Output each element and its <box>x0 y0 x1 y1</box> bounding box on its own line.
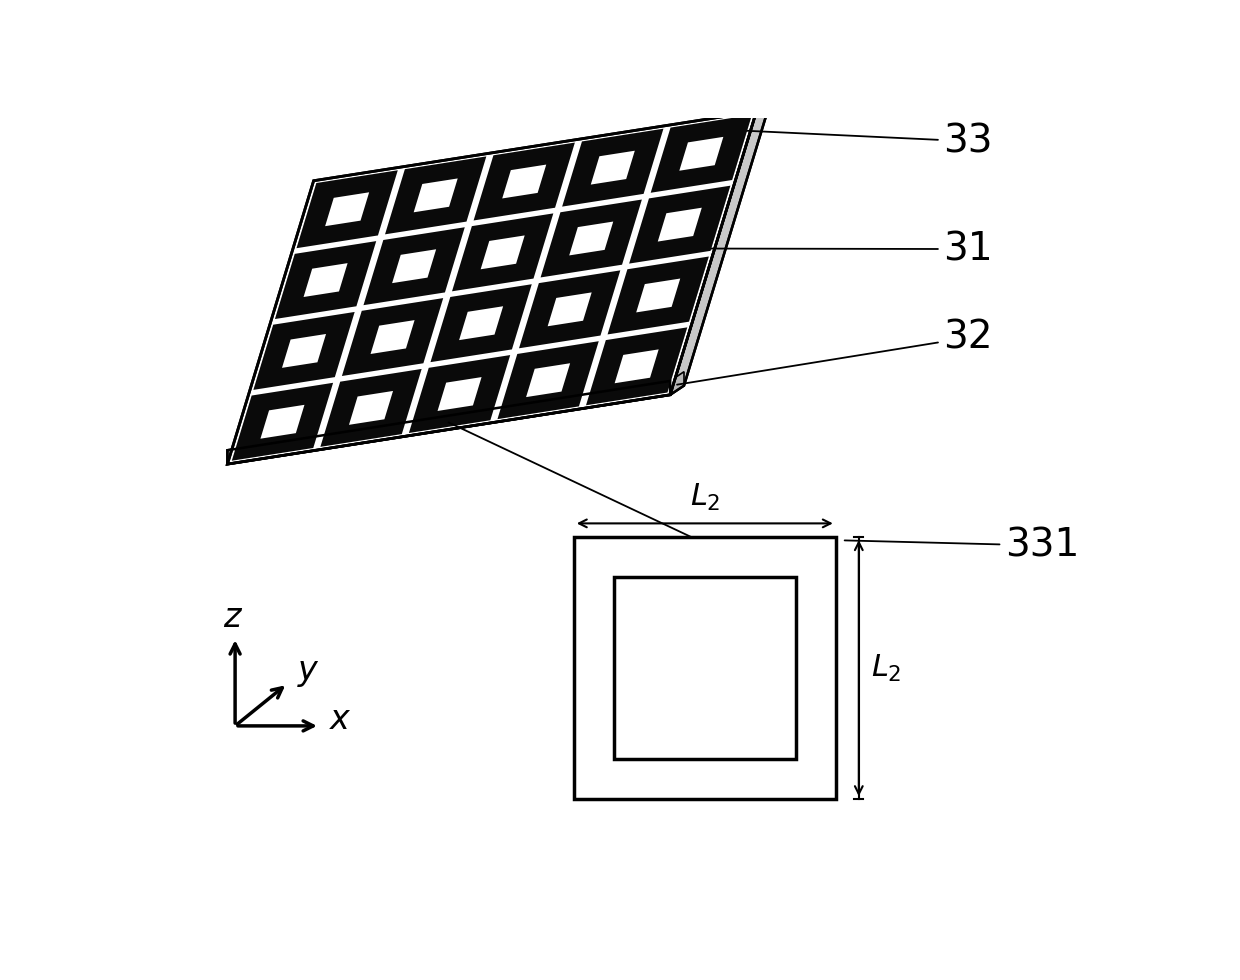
Polygon shape <box>260 405 305 439</box>
Text: 31: 31 <box>680 230 993 269</box>
Polygon shape <box>670 371 684 395</box>
Polygon shape <box>615 349 658 383</box>
Text: $L_2$: $L_2$ <box>872 653 901 684</box>
Polygon shape <box>497 341 599 419</box>
Polygon shape <box>409 355 510 433</box>
Polygon shape <box>320 368 422 447</box>
Polygon shape <box>342 298 443 376</box>
Polygon shape <box>481 235 525 270</box>
Polygon shape <box>253 312 355 390</box>
Text: 331: 331 <box>844 526 1080 564</box>
Polygon shape <box>587 327 687 406</box>
Polygon shape <box>680 137 723 171</box>
Polygon shape <box>363 227 465 305</box>
Polygon shape <box>371 320 414 354</box>
Polygon shape <box>414 178 458 213</box>
Polygon shape <box>304 263 347 297</box>
Polygon shape <box>608 257 709 334</box>
Polygon shape <box>520 270 620 348</box>
Bar <box>614 577 796 759</box>
Bar <box>574 537 836 799</box>
Polygon shape <box>670 102 770 395</box>
Polygon shape <box>348 391 393 425</box>
Polygon shape <box>227 381 670 465</box>
Polygon shape <box>562 128 663 207</box>
Polygon shape <box>296 171 398 248</box>
Polygon shape <box>474 142 575 220</box>
Text: $y$: $y$ <box>296 657 320 690</box>
Polygon shape <box>541 200 642 277</box>
Polygon shape <box>651 115 751 193</box>
Polygon shape <box>438 377 481 411</box>
Polygon shape <box>227 112 756 465</box>
Polygon shape <box>275 241 376 319</box>
Polygon shape <box>430 284 532 363</box>
Text: $z$: $z$ <box>223 601 244 633</box>
Text: 32: 32 <box>677 318 993 385</box>
Polygon shape <box>526 364 570 397</box>
Polygon shape <box>392 249 436 283</box>
Polygon shape <box>629 185 730 264</box>
Polygon shape <box>325 192 370 226</box>
Polygon shape <box>590 151 635 184</box>
Polygon shape <box>386 157 486 234</box>
Text: $w_2$: $w_2$ <box>619 653 651 676</box>
Text: 33: 33 <box>728 122 993 161</box>
Polygon shape <box>453 214 553 291</box>
Polygon shape <box>281 334 326 368</box>
Text: $L_2$: $L_2$ <box>689 481 720 513</box>
Polygon shape <box>232 383 334 461</box>
Polygon shape <box>459 306 503 340</box>
Polygon shape <box>569 221 614 256</box>
Polygon shape <box>657 208 702 241</box>
Text: $x$: $x$ <box>329 703 352 736</box>
Polygon shape <box>502 165 547 198</box>
Polygon shape <box>548 292 591 326</box>
Polygon shape <box>636 278 681 313</box>
